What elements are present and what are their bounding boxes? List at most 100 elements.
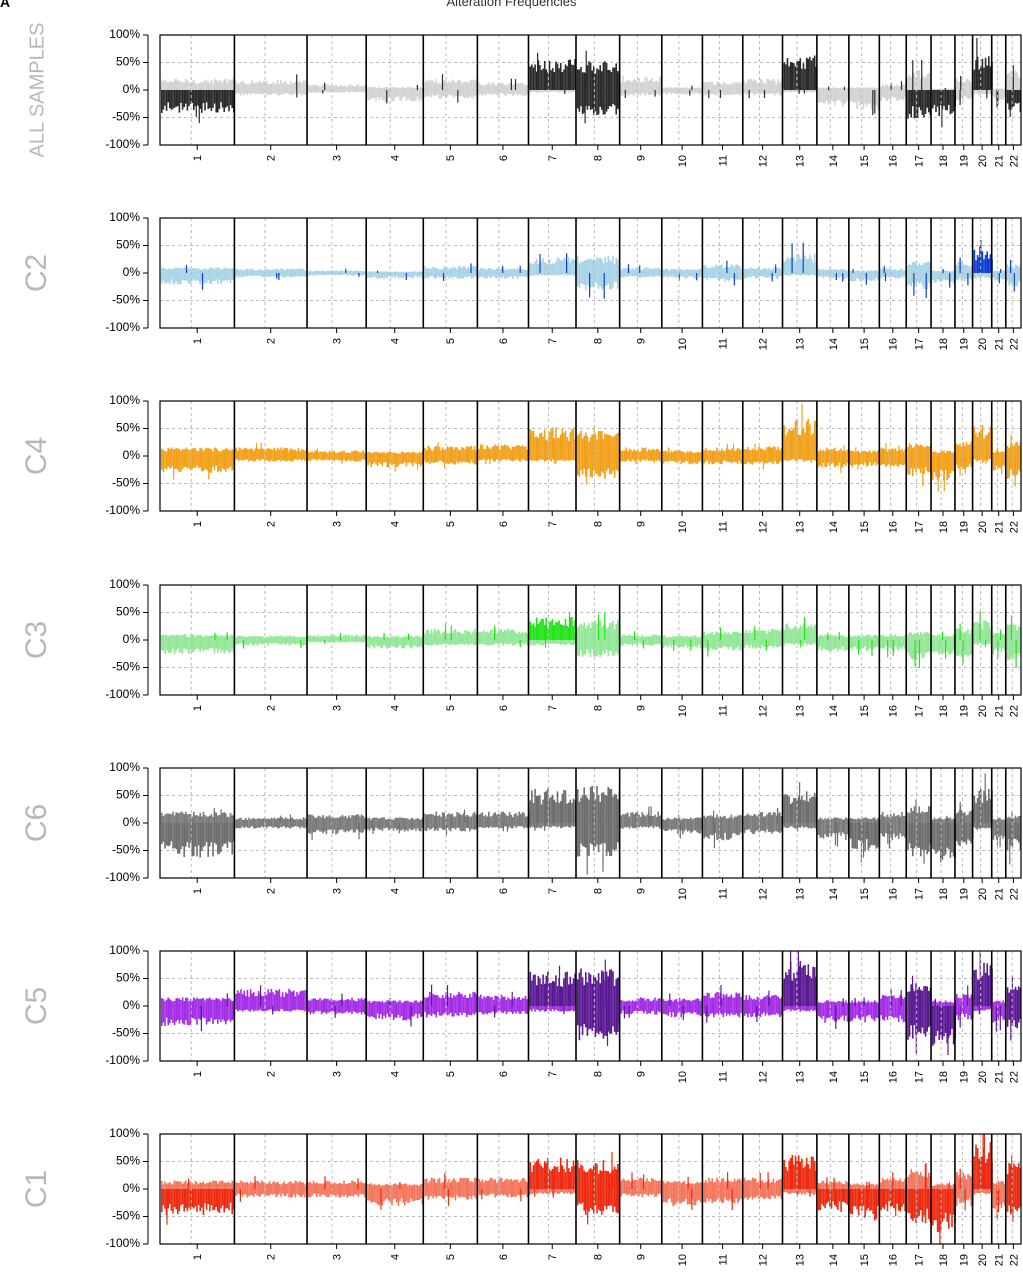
loss-bar <box>889 273 892 278</box>
gain-bar <box>381 271 384 273</box>
loss-bar <box>489 273 492 278</box>
gain-bar <box>827 449 830 456</box>
gain-bar <box>202 269 205 273</box>
loss-bar <box>899 90 902 100</box>
loss-bar <box>194 640 197 650</box>
gain-bar <box>537 437 540 456</box>
gain-bar <box>729 634 731 640</box>
loss-bar <box>448 90 450 95</box>
loss-bar <box>246 456 249 460</box>
loss-bar <box>524 273 527 277</box>
loss-bar <box>478 90 480 95</box>
gain-bar <box>344 634 347 640</box>
gain-bar <box>907 76 909 90</box>
loss-bar <box>262 90 265 95</box>
gain-bar <box>177 448 179 456</box>
gain-bar <box>189 450 192 456</box>
gain-bar <box>201 81 203 90</box>
gain-bar <box>586 65 589 90</box>
loss-bar <box>976 640 979 646</box>
gain-bar <box>280 447 282 456</box>
x-tick-label: 14 <box>828 521 840 533</box>
loss-bar <box>427 456 430 462</box>
gain-bar <box>609 435 611 456</box>
gain-bar <box>854 636 857 640</box>
gain-bar <box>348 85 350 90</box>
loss-bar <box>456 273 458 279</box>
loss-bar <box>849 90 852 102</box>
gain-bar <box>205 80 208 90</box>
gain-bar <box>896 84 898 90</box>
loss-bar <box>699 90 702 94</box>
gain-bar <box>312 84 315 90</box>
loss-bar <box>968 90 971 99</box>
loss-bar <box>348 640 350 642</box>
gain-bar <box>706 81 709 90</box>
gain-bar <box>675 268 678 273</box>
gain-bar <box>424 266 426 273</box>
gain-bar <box>273 269 276 273</box>
gain-bar <box>711 266 713 273</box>
loss-bar <box>162 90 165 110</box>
gain-bar <box>827 269 830 273</box>
gain-bar <box>488 632 490 640</box>
gain-bar <box>389 451 392 456</box>
loss-bar <box>473 456 476 465</box>
loss-bar <box>169 456 171 469</box>
gain-bar <box>319 86 321 90</box>
gain-bar <box>910 632 912 640</box>
loss-bar <box>594 640 597 657</box>
gain-bar <box>965 79 968 90</box>
gain-bar <box>572 626 575 640</box>
gain-bar <box>186 269 189 273</box>
gain-bar <box>325 452 328 456</box>
gain-bar <box>359 452 361 456</box>
gain-bar <box>322 636 324 640</box>
loss-bar <box>246 823 249 828</box>
loss-bar <box>256 90 258 94</box>
loss-bar <box>912 273 914 283</box>
gain-bar <box>394 636 396 640</box>
gain-bar <box>1014 70 1017 90</box>
loss-bar <box>737 273 739 280</box>
gain-bar <box>226 816 229 823</box>
loss-bar <box>981 273 984 277</box>
gain-bar <box>721 264 723 273</box>
gain-bar <box>273 447 276 456</box>
loss-bar <box>445 456 447 464</box>
gain-bar <box>338 636 340 640</box>
gain-bar <box>507 446 509 456</box>
loss-bar <box>243 823 245 828</box>
loss-bar <box>456 640 458 645</box>
loss-bar <box>164 823 166 849</box>
loss-bar <box>202 90 205 104</box>
gain-bar <box>191 448 193 456</box>
gain-bar <box>675 636 678 640</box>
loss-bar <box>248 273 250 276</box>
loss-bar <box>297 90 300 94</box>
gain-bar <box>212 451 214 456</box>
x-tick-label: 19 <box>959 155 971 167</box>
gain-bar <box>243 82 245 90</box>
gain-bar <box>226 448 229 456</box>
loss-bar <box>1019 640 1022 657</box>
gain-bar <box>833 447 836 456</box>
loss-bar <box>210 273 213 284</box>
gain-bar <box>245 269 247 273</box>
gain-bar <box>845 270 847 273</box>
loss-bar <box>698 273 700 278</box>
gain-bar <box>622 634 624 640</box>
loss-bar <box>269 823 271 827</box>
loss-bar <box>691 640 694 648</box>
gain-bar <box>429 268 431 273</box>
gain-bar <box>316 270 318 273</box>
loss-bar <box>682 640 684 648</box>
loss-bar <box>978 456 980 461</box>
loss-bar <box>177 823 179 854</box>
gain-bar <box>978 623 980 640</box>
loss-bar <box>162 823 165 842</box>
loss-bar <box>564 456 567 461</box>
gain-bar <box>794 66 797 90</box>
gain-bar <box>733 82 736 90</box>
gain-bar <box>478 269 480 273</box>
